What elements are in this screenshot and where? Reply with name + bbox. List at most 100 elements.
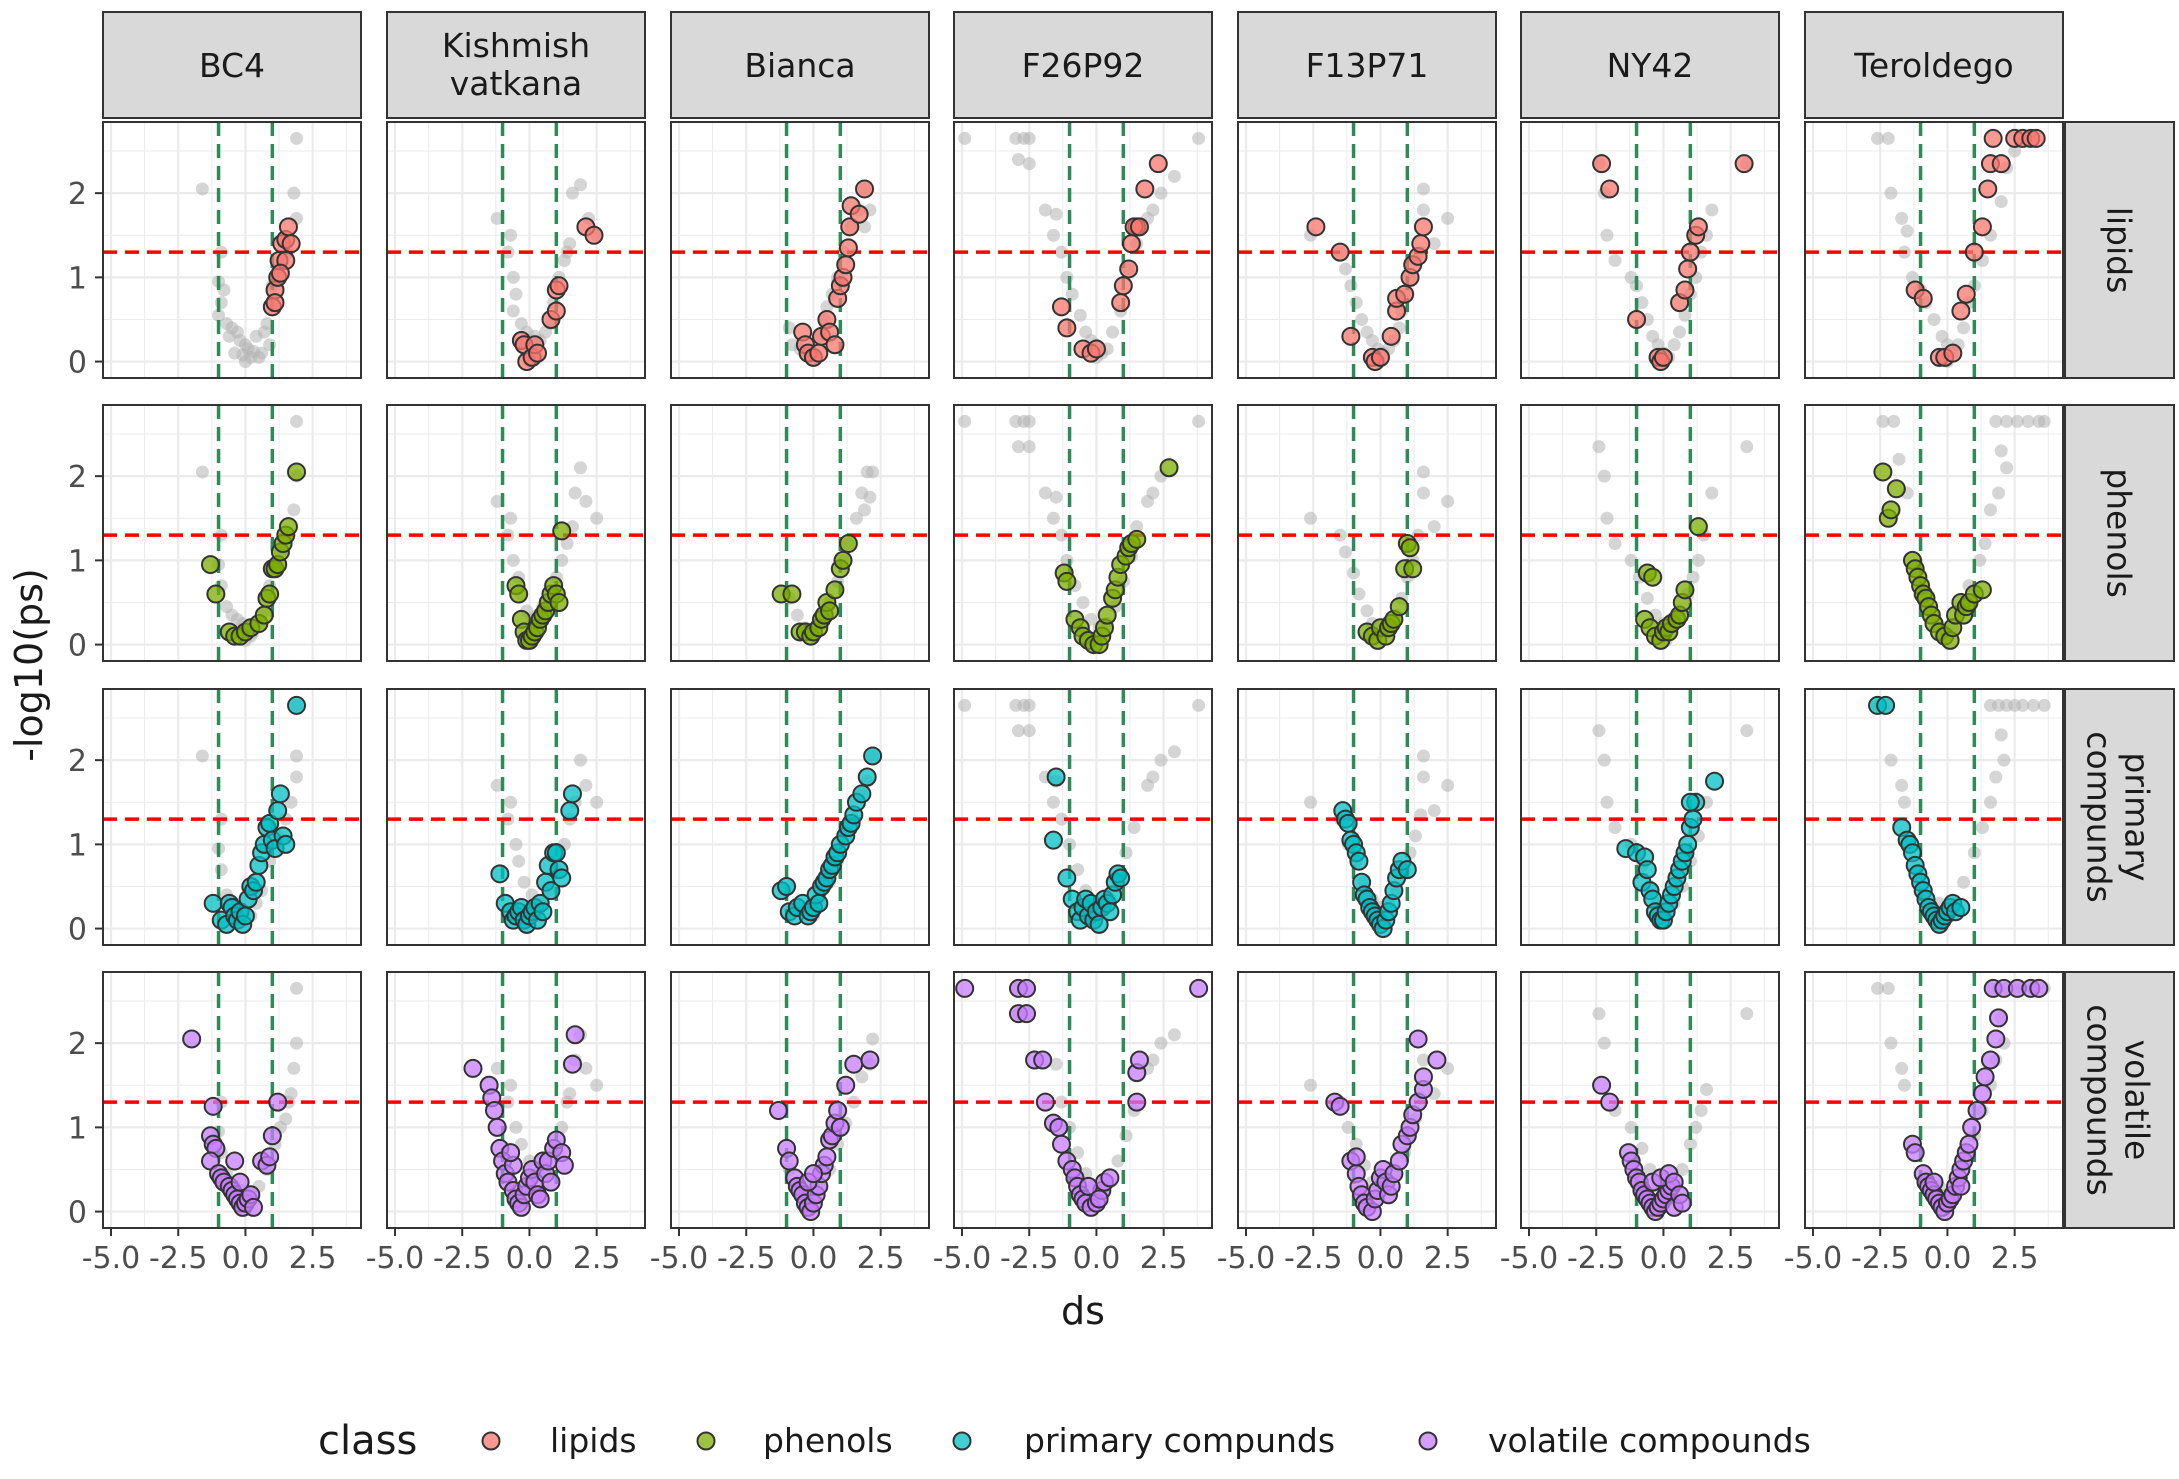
lipids-point <box>549 276 569 296</box>
background-point <box>1592 724 1606 738</box>
background-point <box>563 237 577 251</box>
background-point <box>517 875 531 889</box>
volatile-point <box>562 1054 582 1074</box>
panel-border <box>1804 688 2064 946</box>
panel-border <box>670 121 930 379</box>
background-point <box>1608 537 1622 551</box>
y-tick-label: 2 <box>68 460 87 495</box>
phenols-point <box>200 555 220 575</box>
background-point <box>1667 338 1681 352</box>
background-point <box>1192 131 1206 145</box>
panel-border <box>386 971 646 1229</box>
facet-panel <box>386 404 646 662</box>
panel-border <box>102 404 362 662</box>
background-point <box>504 511 518 525</box>
column-strip <box>953 11 1213 119</box>
background-point <box>195 465 209 479</box>
x-tick-label: 2.5 <box>573 1241 621 1276</box>
column-strip-label: Bianca <box>744 46 855 85</box>
background-point <box>1076 595 1090 609</box>
primary-point <box>1349 851 1369 871</box>
lipids-point <box>1600 179 1620 199</box>
lipids-point <box>1381 326 1401 346</box>
background-point <box>1600 511 1614 525</box>
phenols-point <box>820 601 840 621</box>
background-point <box>565 186 579 200</box>
lipids-point <box>1964 242 1984 262</box>
background-point <box>1338 545 1352 559</box>
panel-border <box>1237 971 1497 1229</box>
background-point <box>260 317 274 331</box>
background-point <box>509 837 523 851</box>
volatile-point <box>1189 978 1209 998</box>
x-tick-label: 2.5 <box>1140 1241 1188 1276</box>
background-point <box>1167 745 1181 759</box>
background-point <box>858 503 872 517</box>
facet-panel <box>1804 971 2064 1229</box>
background-point <box>504 795 518 809</box>
background-point <box>866 1032 880 1046</box>
column-strip <box>102 11 362 119</box>
volatile-point <box>1986 1029 2006 1049</box>
background-point <box>1073 308 1087 322</box>
background-point <box>1416 486 1430 500</box>
background-point <box>1054 812 1068 826</box>
primary-point <box>1678 834 1698 854</box>
background-point <box>1427 520 1441 534</box>
facet-panel <box>1520 971 1780 1229</box>
background-point <box>849 511 863 525</box>
background-point <box>1344 279 1358 293</box>
volatile-point <box>1924 1172 1944 1192</box>
background-point <box>1983 503 1997 517</box>
panel-border <box>953 971 1213 1229</box>
facet-panel <box>102 404 362 662</box>
volatile-point <box>844 1054 864 1074</box>
background-point <box>490 494 504 508</box>
background-point <box>195 182 209 196</box>
primary-point <box>562 784 582 804</box>
background-point <box>1192 698 1206 712</box>
primary-point <box>541 881 561 901</box>
row-strip <box>2064 971 2175 1229</box>
background-point <box>2000 414 2014 428</box>
panel-border <box>670 688 930 946</box>
background-point <box>1884 753 1898 767</box>
volatile-point <box>1967 1101 1987 1121</box>
background-point <box>1119 846 1133 860</box>
lipids-point <box>1913 288 1933 308</box>
background-point <box>1049 490 1063 504</box>
facet-panel <box>953 404 1213 662</box>
column-strip-label: Teroldego <box>1853 46 2013 85</box>
background-point <box>1992 486 2006 500</box>
background-point <box>290 1036 304 1050</box>
volatile-point <box>1089 1189 1109 1209</box>
background-point <box>1154 1036 1168 1050</box>
panel-border <box>670 404 930 662</box>
lipids-point <box>1688 217 1708 237</box>
background-point <box>1167 169 1181 183</box>
lipids-point <box>281 234 301 254</box>
primary-point <box>809 893 829 913</box>
background-point <box>1624 1120 1638 1134</box>
facet-panel <box>670 404 930 662</box>
volatile-point <box>230 1172 250 1192</box>
volatile-point <box>268 1092 288 1112</box>
primary-point <box>1100 902 1120 922</box>
x-tick-label: 2.5 <box>1424 1241 1472 1276</box>
y-tick-label: 2 <box>68 744 87 779</box>
volatile-point <box>1905 1143 1925 1163</box>
background-point <box>1065 287 1079 301</box>
lipids-point <box>1057 318 1077 338</box>
volatile-point <box>860 1050 880 1070</box>
row-strip <box>2064 404 2175 662</box>
volatile-point <box>1672 1193 1692 1213</box>
phenols-point <box>1643 567 1663 587</box>
background-point <box>1600 795 1614 809</box>
background-point <box>1975 821 1989 835</box>
phenols-point <box>206 584 226 604</box>
phenols-point <box>1972 580 1992 600</box>
primary-point <box>203 893 223 913</box>
primary-point <box>268 801 288 821</box>
background-point <box>1441 778 1455 792</box>
lipids-point <box>278 217 298 237</box>
